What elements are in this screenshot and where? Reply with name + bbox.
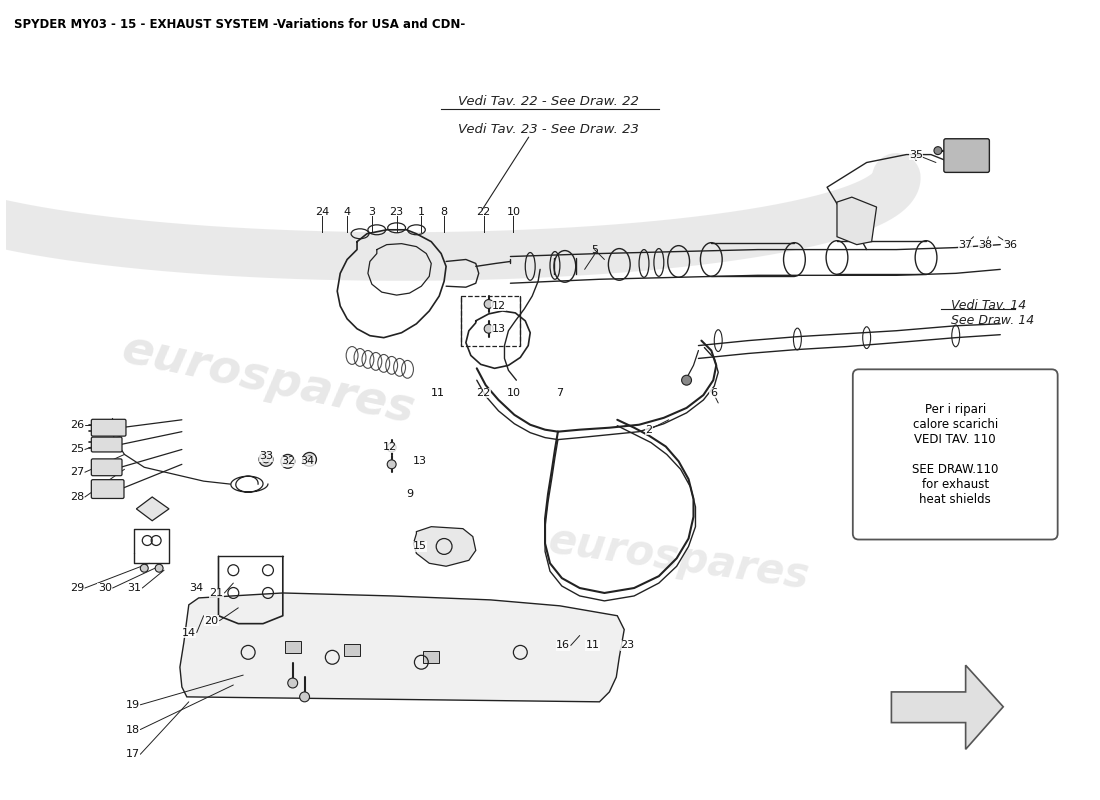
- Text: 23: 23: [620, 641, 635, 650]
- Text: 27: 27: [70, 467, 84, 478]
- Polygon shape: [837, 197, 877, 245]
- Text: 22: 22: [476, 388, 491, 398]
- Text: 28: 28: [70, 492, 84, 502]
- Text: 29: 29: [70, 583, 84, 593]
- Text: 7: 7: [557, 388, 563, 398]
- Polygon shape: [136, 497, 169, 521]
- FancyBboxPatch shape: [944, 138, 989, 172]
- Bar: [424, 651, 439, 663]
- Text: Vedi Tav. 22 - See Draw. 22: Vedi Tav. 22 - See Draw. 22: [458, 95, 638, 108]
- Text: 12: 12: [383, 442, 397, 453]
- Circle shape: [284, 458, 292, 465]
- Text: 35: 35: [909, 150, 923, 159]
- Text: 32: 32: [280, 456, 295, 466]
- Circle shape: [260, 453, 273, 466]
- FancyBboxPatch shape: [91, 459, 122, 476]
- Text: 30: 30: [98, 583, 112, 593]
- Text: 22: 22: [476, 207, 491, 217]
- Text: 23: 23: [389, 207, 404, 217]
- FancyBboxPatch shape: [91, 437, 122, 452]
- Circle shape: [387, 443, 396, 452]
- Text: 1: 1: [418, 207, 425, 217]
- Text: 17: 17: [125, 750, 140, 759]
- Text: 5: 5: [591, 245, 598, 254]
- Text: Vedi Tav. 23 - See Draw. 23: Vedi Tav. 23 - See Draw. 23: [458, 123, 638, 136]
- Circle shape: [141, 564, 149, 572]
- Text: 37: 37: [958, 240, 972, 250]
- Circle shape: [682, 375, 692, 385]
- Text: See Draw. 14: See Draw. 14: [950, 314, 1034, 327]
- Text: eurospares: eurospares: [546, 519, 812, 598]
- Text: 11: 11: [431, 388, 446, 398]
- Text: 2: 2: [646, 425, 652, 434]
- FancyBboxPatch shape: [852, 370, 1058, 539]
- Bar: [344, 645, 360, 656]
- Text: 34: 34: [300, 456, 315, 466]
- Circle shape: [288, 678, 298, 688]
- Text: 6: 6: [710, 388, 717, 398]
- Text: eurospares: eurospares: [118, 327, 419, 434]
- Text: 21: 21: [209, 588, 223, 598]
- Text: 11: 11: [431, 388, 446, 398]
- Text: 19: 19: [125, 700, 140, 710]
- Polygon shape: [414, 526, 476, 566]
- Text: 3: 3: [368, 207, 375, 217]
- Text: 24: 24: [316, 207, 330, 217]
- Text: 13: 13: [412, 456, 427, 466]
- Circle shape: [263, 456, 270, 463]
- Text: 11: 11: [585, 641, 600, 650]
- Circle shape: [299, 692, 309, 702]
- FancyBboxPatch shape: [91, 419, 127, 436]
- Ellipse shape: [934, 146, 942, 154]
- Circle shape: [484, 299, 493, 309]
- Text: 34: 34: [189, 583, 204, 593]
- Circle shape: [302, 453, 317, 466]
- Bar: [285, 642, 300, 654]
- Circle shape: [484, 324, 493, 334]
- Text: 20: 20: [205, 616, 219, 626]
- Text: 10: 10: [506, 207, 520, 217]
- Text: 12: 12: [492, 301, 506, 311]
- Polygon shape: [180, 593, 624, 702]
- Text: 9: 9: [406, 489, 412, 499]
- Text: 10: 10: [506, 388, 520, 398]
- Text: 36: 36: [1003, 240, 1018, 250]
- Text: 4: 4: [343, 207, 351, 217]
- Text: SPYDER MY03 - 15 - EXHAUST SYSTEM -Variations for USA and CDN-: SPYDER MY03 - 15 - EXHAUST SYSTEM -Varia…: [13, 18, 465, 31]
- FancyBboxPatch shape: [91, 480, 124, 498]
- Text: 33: 33: [258, 451, 273, 462]
- Circle shape: [306, 456, 313, 463]
- Text: 13: 13: [492, 324, 506, 334]
- Text: 18: 18: [125, 725, 140, 734]
- Text: 14: 14: [182, 627, 196, 638]
- Text: 16: 16: [556, 641, 570, 650]
- Text: Per i ripari
calore scarichi
VEDI TAV. 110

SEE DRAW.110
for exhaust
heat shield: Per i ripari calore scarichi VEDI TAV. 1…: [912, 403, 999, 506]
- Text: 38: 38: [978, 240, 992, 250]
- Text: 15: 15: [412, 542, 427, 551]
- Text: 26: 26: [70, 420, 84, 430]
- Text: 8: 8: [441, 207, 448, 217]
- Circle shape: [387, 460, 396, 469]
- Polygon shape: [891, 666, 1003, 750]
- Circle shape: [280, 454, 295, 468]
- Text: Vedi Tav. 14: Vedi Tav. 14: [950, 299, 1026, 313]
- Circle shape: [155, 564, 163, 572]
- Text: 25: 25: [70, 445, 84, 454]
- Text: 31: 31: [128, 583, 142, 593]
